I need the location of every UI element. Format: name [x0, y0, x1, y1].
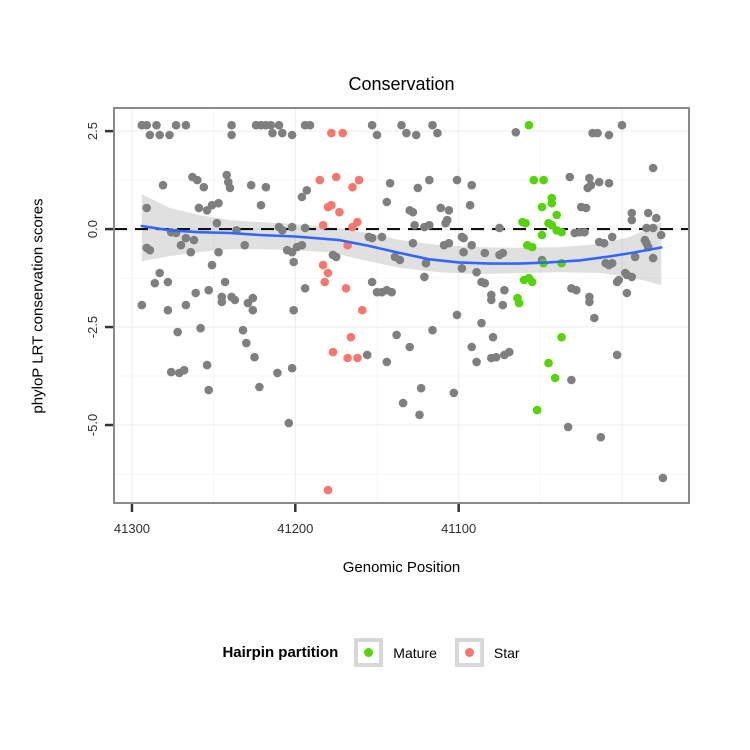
- legend: Hairpin partition Mature Star: [0, 638, 750, 667]
- svg-text:41100: 41100: [441, 521, 476, 536]
- legend-key-mature: [354, 638, 384, 667]
- chart-title: Conservation: [348, 74, 455, 94]
- axis-tick-labels: 41300 41200 41100 2.5 0.0 -2.5 -5.0: [85, 122, 476, 536]
- svg-text:41300: 41300: [114, 521, 150, 536]
- svg-text:-2.5: -2.5: [85, 316, 100, 338]
- legend-label-star: Star: [493, 644, 520, 661]
- y-axis-title-text: phyloP LRT conservation scores: [29, 198, 47, 414]
- star-point-icon: [464, 648, 474, 657]
- mature-point-icon: [364, 648, 374, 657]
- legend-title: Hairpin partition: [222, 644, 339, 661]
- x-axis-title: Genomic Position: [342, 559, 461, 576]
- panel-background: [114, 108, 689, 503]
- legend-key-star: [454, 638, 484, 667]
- svg-text:2.5: 2.5: [85, 122, 100, 140]
- axis-ticks: [105, 129, 460, 512]
- svg-text:-5.0: -5.0: [85, 414, 100, 436]
- legend-label-mature: Mature: [393, 644, 437, 661]
- svg-text:0.0: 0.0: [85, 220, 100, 238]
- scatter-points: [137, 120, 668, 495]
- panel-border: [113, 107, 690, 504]
- svg-text:41200: 41200: [277, 521, 313, 536]
- smooth-line: [140, 224, 663, 265]
